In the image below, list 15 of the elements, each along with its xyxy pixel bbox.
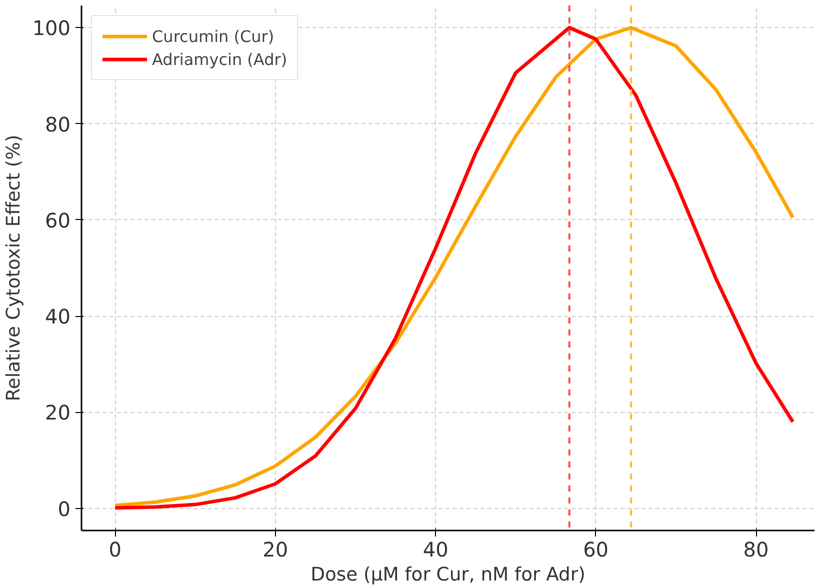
y-axis-title: Relative Cytotoxic Effect (%) xyxy=(3,134,24,402)
y-tick-label: 20 xyxy=(45,400,71,425)
y-tick-label: 40 xyxy=(45,304,71,329)
x-tick-label: 40 xyxy=(422,538,448,562)
x-tick-label: 80 xyxy=(743,538,769,562)
x-axis-title: Dose (µM for Cur, nM for Adr) xyxy=(310,564,586,586)
y-tick-label: 0 xyxy=(58,496,71,521)
y-tick-label: 60 xyxy=(45,208,71,232)
legend-label: Curcumin (Cur) xyxy=(152,26,274,46)
x-tick-label: 20 xyxy=(262,538,288,562)
legend-label: Adriamycin (Adr) xyxy=(152,50,288,68)
y-tick-label: 100 xyxy=(32,16,71,40)
x-tick-label: 60 xyxy=(583,538,609,562)
y-tick-label: 80 xyxy=(45,112,71,136)
x-tick-label: 0 xyxy=(108,538,122,562)
